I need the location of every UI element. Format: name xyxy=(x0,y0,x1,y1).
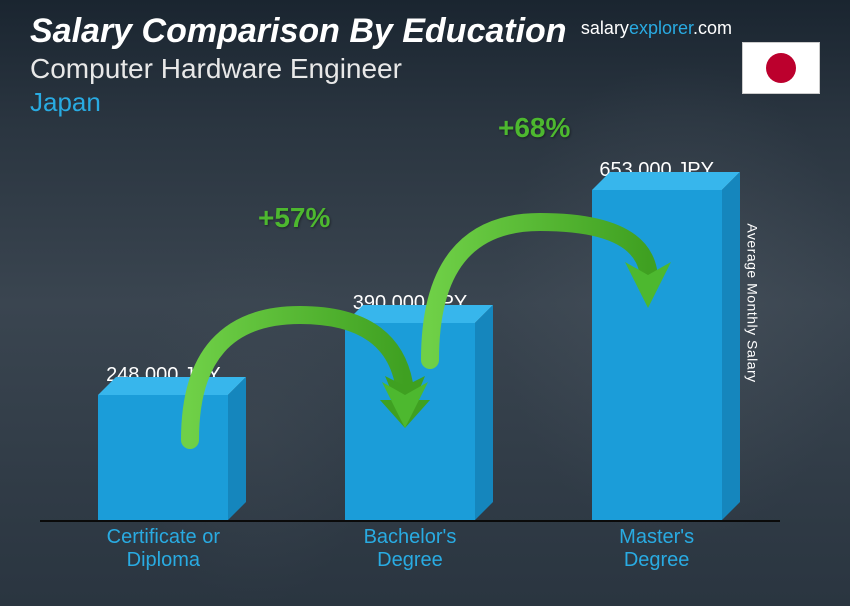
arrow-svg-2 xyxy=(40,140,780,580)
flag-japan xyxy=(742,42,820,94)
brand-part3: .com xyxy=(693,18,732,38)
brand-label: salaryexplorer.com xyxy=(581,18,732,39)
y-axis-label: Average Monthly Salary xyxy=(744,223,760,382)
chart-subtitle: Computer Hardware Engineer xyxy=(30,53,820,85)
brand-part1: salary xyxy=(581,18,629,38)
flag-circle-icon xyxy=(766,53,796,83)
chart-country: Japan xyxy=(30,87,820,118)
brand-part2: explorer xyxy=(629,18,693,38)
chart-area: +57% +68% 248,000 JPY 390,000 JPY 653,00… xyxy=(40,140,780,586)
